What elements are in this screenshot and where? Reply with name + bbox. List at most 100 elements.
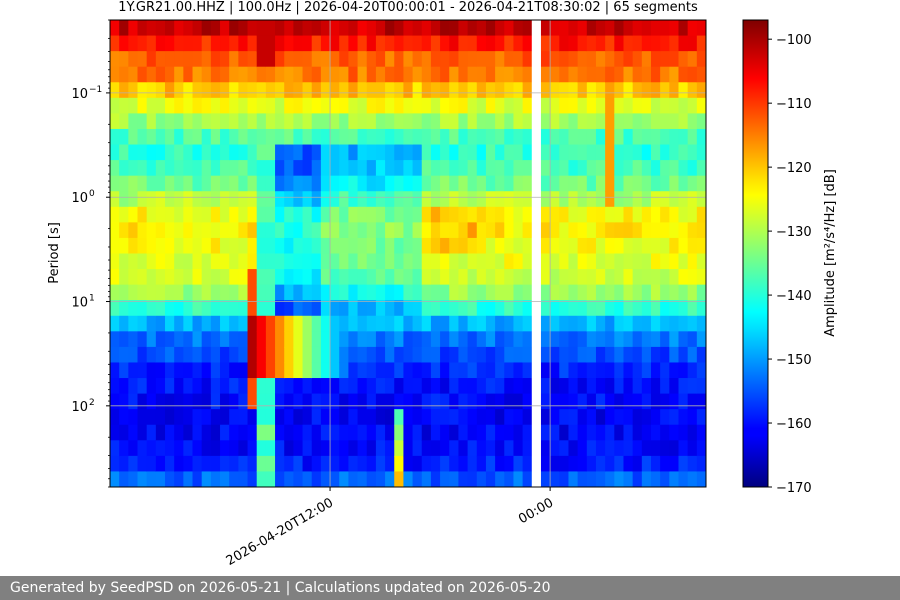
- heatmap-cell: [495, 20, 505, 37]
- heatmap-cell: [495, 362, 505, 379]
- heatmap-cell: [220, 175, 230, 192]
- heatmap-cell: [485, 300, 496, 317]
- heatmap-cell: [641, 82, 652, 99]
- heatmap-cell: [614, 237, 625, 255]
- heatmap-cell: [412, 128, 423, 146]
- heatmap-cell: [146, 393, 157, 410]
- heatmap-cell: [183, 284, 194, 301]
- heatmap-cell: [632, 82, 643, 99]
- heatmap-cell: [513, 20, 524, 37]
- heatmap-cell: [467, 471, 478, 487]
- heatmap-cell: [632, 253, 643, 270]
- heatmap-cell: [366, 51, 377, 68]
- heatmap-cell: [632, 378, 643, 395]
- heatmap-cell: [302, 35, 313, 52]
- heatmap-cell: [540, 269, 551, 286]
- heatmap-cell: [330, 97, 340, 114]
- heatmap-cell: [586, 222, 597, 239]
- y-tick-label: 10: [71, 400, 88, 415]
- heatmap-cell: [220, 128, 230, 146]
- heatmap-cell: [467, 51, 478, 68]
- heatmap-cell: [137, 82, 148, 99]
- heatmap-cell: [550, 51, 560, 68]
- heatmap-cell: [385, 97, 395, 114]
- heatmap-cell: [201, 128, 212, 146]
- heatmap-cell: [650, 315, 661, 332]
- heatmap-cell: [568, 160, 579, 177]
- heatmap-cell: [330, 455, 340, 473]
- heatmap-cell: [586, 393, 597, 410]
- heatmap-cell: [669, 471, 680, 487]
- colorbar-tick-label: −100: [776, 33, 812, 48]
- heatmap-cell: [128, 66, 139, 83]
- heatmap-cell: [577, 455, 588, 473]
- heatmap-cell: [110, 144, 120, 161]
- heatmap-cell: [458, 378, 469, 395]
- heatmap-cell: [385, 284, 395, 301]
- heatmap-cell: [165, 206, 175, 223]
- heatmap-cell: [550, 160, 560, 177]
- heatmap-cell: [669, 440, 680, 457]
- heatmap-cell: [614, 300, 625, 317]
- heatmap-cell: [641, 393, 652, 410]
- colorbar-tick-label: −170: [776, 481, 812, 496]
- heatmap-cell: [412, 206, 423, 223]
- heatmap-cell: [421, 206, 432, 223]
- heatmap-cell: [311, 440, 322, 457]
- heatmap-cell: [540, 284, 551, 301]
- heatmap-cell: [678, 409, 689, 426]
- heatmap-cell: [320, 331, 331, 348]
- heatmap-cell: [385, 253, 395, 270]
- heatmap-cell: [320, 284, 331, 301]
- heatmap-cell: [577, 331, 588, 348]
- heatmap-cell: [201, 253, 212, 270]
- heatmap-cell: [495, 222, 505, 239]
- heatmap-cell: [412, 237, 423, 255]
- heatmap-cell: [110, 82, 120, 99]
- heatmap-cell: [146, 378, 157, 395]
- heatmap-cell: [623, 300, 634, 317]
- heatmap-cell: [577, 191, 588, 208]
- heatmap-cell: [320, 455, 331, 473]
- heatmap-cell: [174, 51, 184, 68]
- heatmap-cell: [174, 471, 184, 487]
- heatmap-cell: [284, 471, 294, 487]
- heatmap-cell: [247, 128, 258, 146]
- heatmap-cell: [559, 378, 570, 395]
- heatmap-cell: [568, 471, 579, 487]
- heatmap-cell: [128, 253, 139, 270]
- heatmap-cell: [568, 191, 579, 208]
- heatmap-cell: [421, 471, 432, 487]
- heatmap-cell: [348, 440, 359, 457]
- heatmap-cell: [522, 82, 533, 99]
- heatmap-cell: [440, 362, 450, 379]
- heatmap-cell: [687, 82, 698, 99]
- heatmap-cell: [238, 440, 249, 457]
- heatmap-cell: [430, 51, 441, 68]
- heatmap-cell: [128, 144, 139, 161]
- heatmap-cell: [155, 362, 166, 379]
- heatmap-cell: [375, 237, 386, 255]
- heatmap-cell: [210, 253, 221, 270]
- heatmap-cell: [192, 175, 203, 192]
- heatmap-cell: [458, 253, 469, 270]
- heatmap-cell: [577, 315, 588, 332]
- heatmap-cell: [522, 424, 533, 441]
- heatmap-cell: [522, 331, 533, 348]
- heatmap-cell: [421, 300, 432, 317]
- heatmap-cell: [669, 66, 680, 83]
- heatmap-cell: [440, 440, 450, 457]
- heatmap-cell: [357, 253, 368, 270]
- heatmap-cell: [155, 253, 166, 270]
- heatmap-cell: [201, 191, 212, 208]
- heatmap-cell: [366, 409, 377, 426]
- heatmap-cell: [623, 284, 634, 301]
- heatmap-cell: [495, 175, 505, 192]
- heatmap-cell: [650, 253, 661, 270]
- heatmap-cell: [669, 393, 680, 410]
- heatmap-cell: [293, 175, 304, 192]
- heatmap-cell: [247, 284, 258, 301]
- heatmap-cell: [540, 35, 551, 52]
- heatmap-cell: [256, 269, 267, 286]
- heatmap-cell: [165, 253, 175, 270]
